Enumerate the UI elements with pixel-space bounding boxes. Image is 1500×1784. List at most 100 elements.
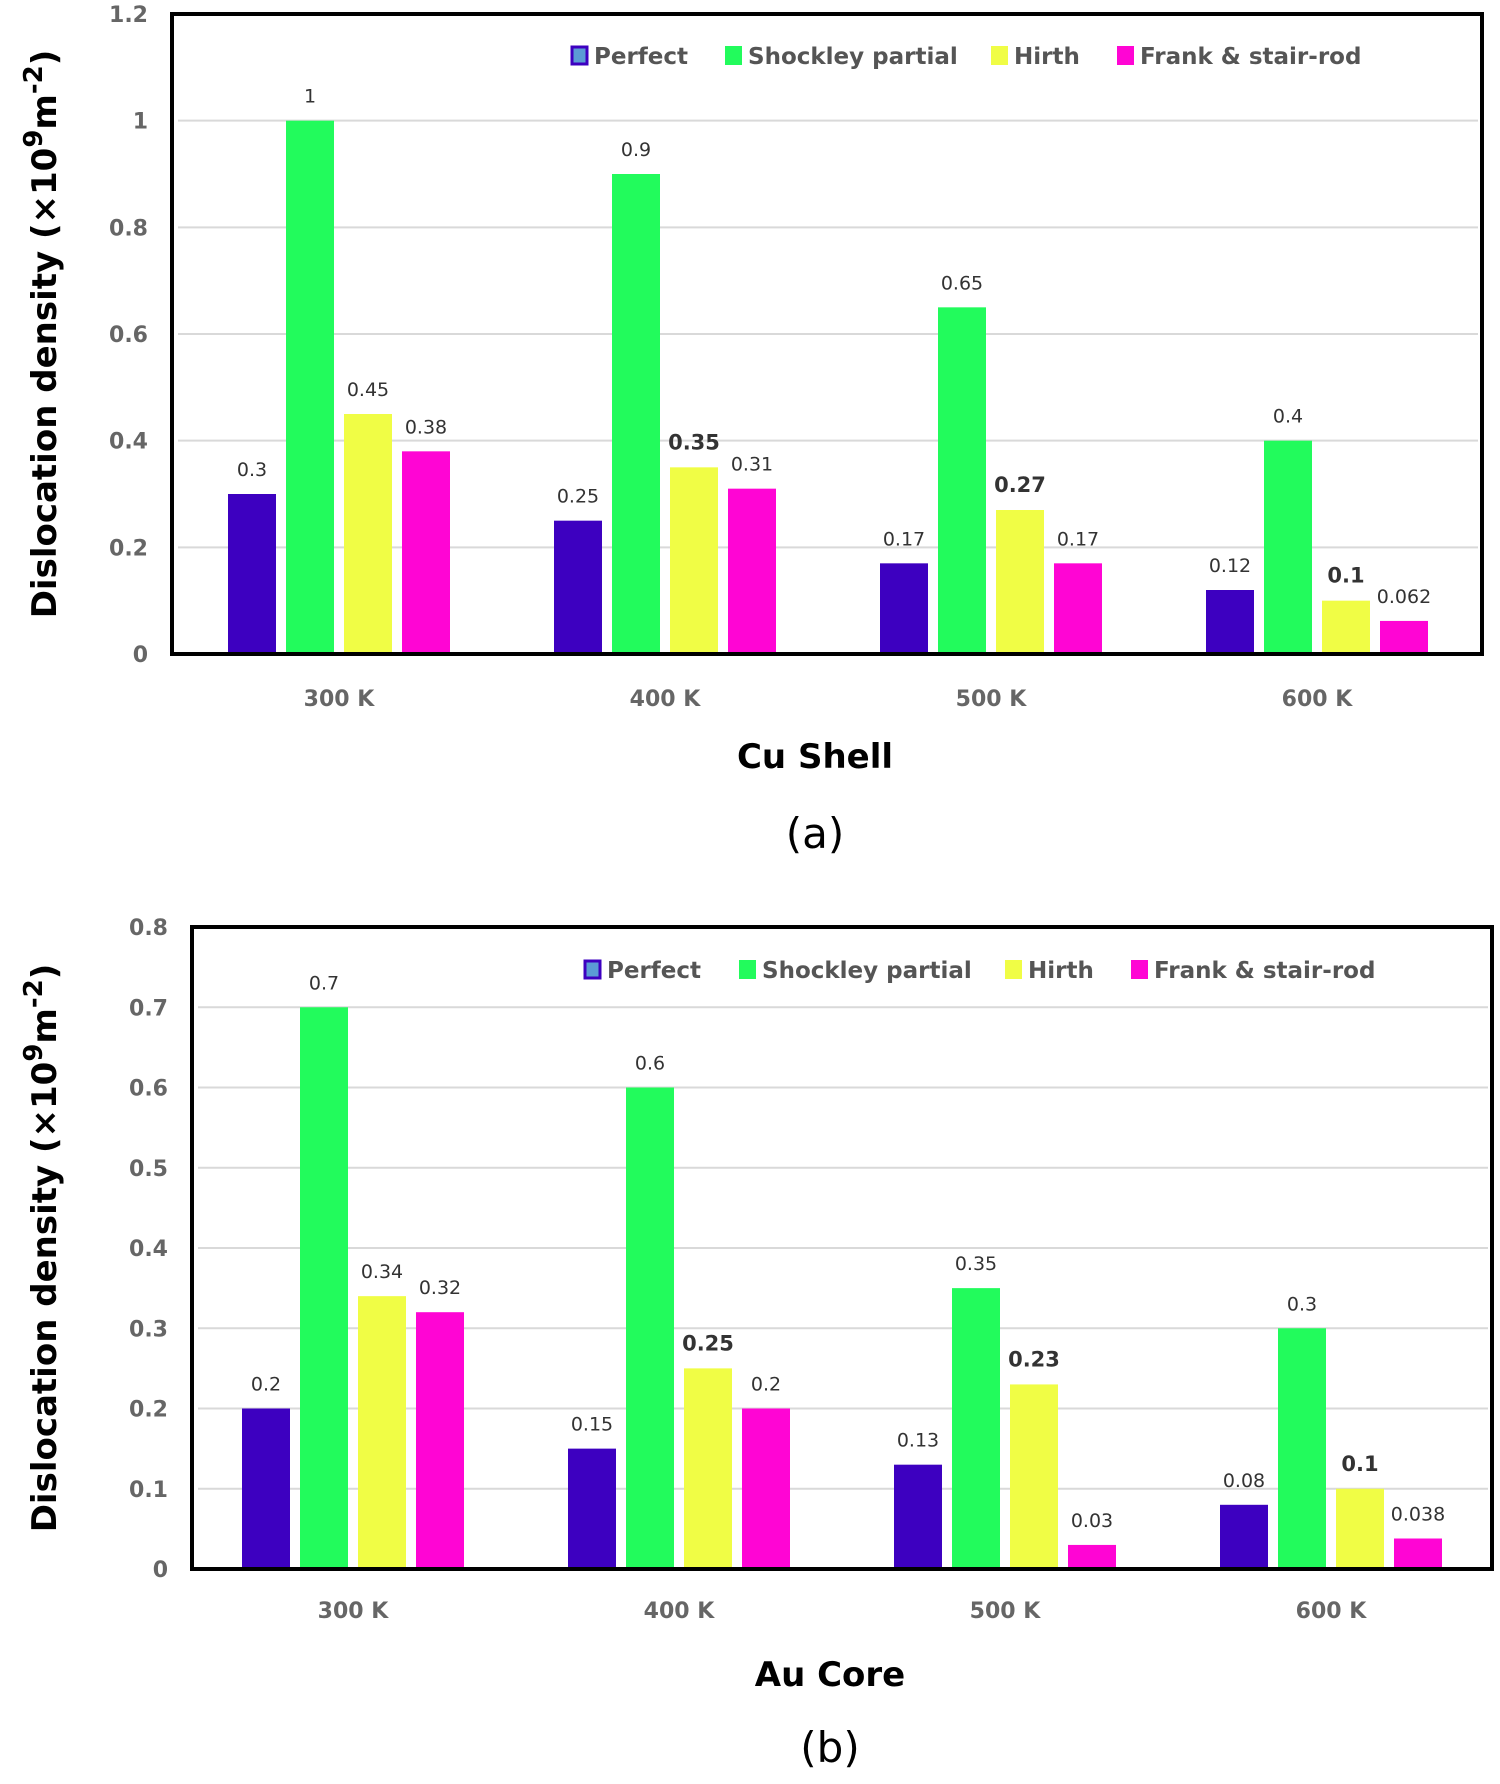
legend-label: Frank & stair-rod: [1154, 958, 1375, 984]
legend-label: Hirth: [1028, 958, 1094, 984]
data-label: 0.31: [731, 454, 773, 476]
bar-perfect-300k: [242, 1408, 290, 1569]
data-label: 0.17: [883, 528, 925, 550]
data-label: 0.27: [994, 473, 1046, 497]
bar-shockley-partial-600k: [1264, 440, 1312, 654]
bar-perfect-400k: [554, 520, 602, 654]
data-label: 0.08: [1223, 1470, 1265, 1492]
bar-perfect-400k: [568, 1448, 616, 1569]
y-axis-title-part: ): [25, 964, 65, 980]
bar-shockley-partial-600k: [1278, 1328, 1326, 1569]
bar-perfect-500k: [894, 1464, 942, 1569]
legend-label: Perfect: [594, 44, 688, 70]
data-label: 0.9: [621, 139, 651, 161]
y-tick-label: 0: [133, 643, 148, 668]
legend-label: Perfect: [607, 958, 701, 984]
data-label: 0.38: [405, 416, 447, 438]
data-label: 0.2: [751, 1374, 781, 1396]
data-label: 0.15: [571, 1414, 613, 1436]
y-axis-title-part: 9: [19, 130, 49, 148]
bar-frank-stair-rod-300k: [416, 1312, 464, 1569]
data-label: 0.03: [1071, 1510, 1113, 1532]
data-label: 0.3: [1287, 1293, 1317, 1315]
x-tick-label: 400 K: [644, 1599, 716, 1624]
data-label: 0.32: [419, 1277, 461, 1299]
x-axis-title: Cu Shell: [737, 737, 893, 777]
y-tick-label: 0: [153, 1558, 168, 1583]
data-label: 0.6: [635, 1053, 665, 1075]
y-tick-label: 0.2: [129, 1398, 168, 1423]
y-axis-title-part: -2: [19, 65, 49, 94]
bar-hirth-400k: [684, 1368, 732, 1569]
bar-frank-stair-rod-600k: [1380, 620, 1428, 654]
plot-frame: [170, 12, 1484, 656]
y-axis-title-part: -2: [19, 979, 49, 1008]
y-axis-title-part: m: [25, 1008, 65, 1043]
legend-swatch-perfect: [583, 959, 602, 980]
y-tick-label: 0.6: [129, 1077, 168, 1102]
data-label: 0.7: [309, 972, 339, 994]
y-axis-title-part: Dislocation density (×10: [25, 148, 65, 619]
bar-hirth-300k: [358, 1296, 406, 1569]
bar-frank-stair-rod-500k: [1054, 563, 1102, 654]
bar-frank-stair-rod-300k: [402, 451, 450, 654]
data-label: 0.4: [1273, 406, 1303, 428]
data-label: 0.038: [1391, 1504, 1445, 1526]
y-tick-label: 0.4: [109, 430, 148, 455]
bar-frank-stair-rod-500k: [1068, 1544, 1116, 1569]
y-axis-title-part: 9: [19, 1044, 49, 1062]
bar-hirth-500k: [1010, 1384, 1058, 1569]
data-label: 0.17: [1057, 528, 1099, 550]
legend-swatch: [1131, 960, 1148, 979]
bar-shockley-partial-500k: [938, 307, 986, 654]
legend-swatch: [991, 46, 1008, 65]
legend-label: Shockley partial: [762, 958, 972, 984]
bar-hirth-600k: [1322, 600, 1370, 654]
data-label: 0.23: [1008, 1347, 1060, 1371]
legend-swatch: [725, 46, 742, 65]
y-axis-title-part: ): [25, 50, 65, 66]
x-tick-label: 600 K: [1296, 1599, 1368, 1624]
x-tick-label: 600 K: [1282, 687, 1354, 712]
y-tick-label: 0.2: [109, 536, 148, 561]
bar-shockley-partial-500k: [952, 1288, 1000, 1569]
data-label: 0.2: [251, 1374, 281, 1396]
bar-hirth-300k: [344, 414, 392, 654]
data-label: 0.65: [941, 272, 983, 294]
bar-shockley-partial-300k: [286, 120, 334, 654]
y-tick-label: 0.6: [109, 323, 148, 348]
legend-swatch: [739, 960, 756, 979]
panel-label: (b): [800, 1723, 859, 1772]
x-tick-label: 300 K: [304, 687, 376, 712]
bar-perfect-600k: [1220, 1504, 1268, 1569]
bar-frank-stair-rod-600k: [1394, 1538, 1442, 1569]
y-tick-label: 0.8: [109, 216, 148, 241]
y-tick-label: 0.3: [129, 1317, 168, 1342]
data-label: 1: [304, 86, 316, 108]
y-axis-title-part: Dislocation density (×10: [25, 1062, 65, 1533]
legend-swatch-perfect: [570, 45, 589, 66]
bar-perfect-600k: [1206, 590, 1254, 654]
data-label: 0.45: [347, 379, 389, 401]
y-axis-title: Dislocation density (×109m-2): [19, 964, 65, 1533]
data-label: 0.1: [1327, 564, 1364, 588]
y-tick-label: 0.1: [129, 1478, 168, 1503]
legend-label: Shockley partial: [748, 44, 958, 70]
y-axis-title-part: m: [25, 94, 65, 129]
data-label: 0.35: [955, 1253, 997, 1275]
x-tick-label: 300 K: [318, 1599, 390, 1624]
bar-frank-stair-rod-400k: [728, 488, 776, 654]
data-label: 0.35: [668, 430, 720, 454]
bar-perfect-500k: [880, 563, 928, 654]
y-tick-label: 0.8: [129, 916, 168, 941]
legend-swatch: [1117, 46, 1134, 65]
bar-shockley-partial-300k: [300, 1007, 348, 1569]
data-label: 0.062: [1377, 586, 1431, 608]
bar-hirth-400k: [670, 467, 718, 654]
y-tick-label: 0.5: [129, 1157, 168, 1182]
bar-perfect-300k: [228, 494, 276, 654]
y-axis-title: Dislocation density (×109m-2): [19, 50, 65, 619]
data-label: 0.13: [897, 1430, 939, 1452]
data-label: 0.3: [237, 459, 267, 481]
